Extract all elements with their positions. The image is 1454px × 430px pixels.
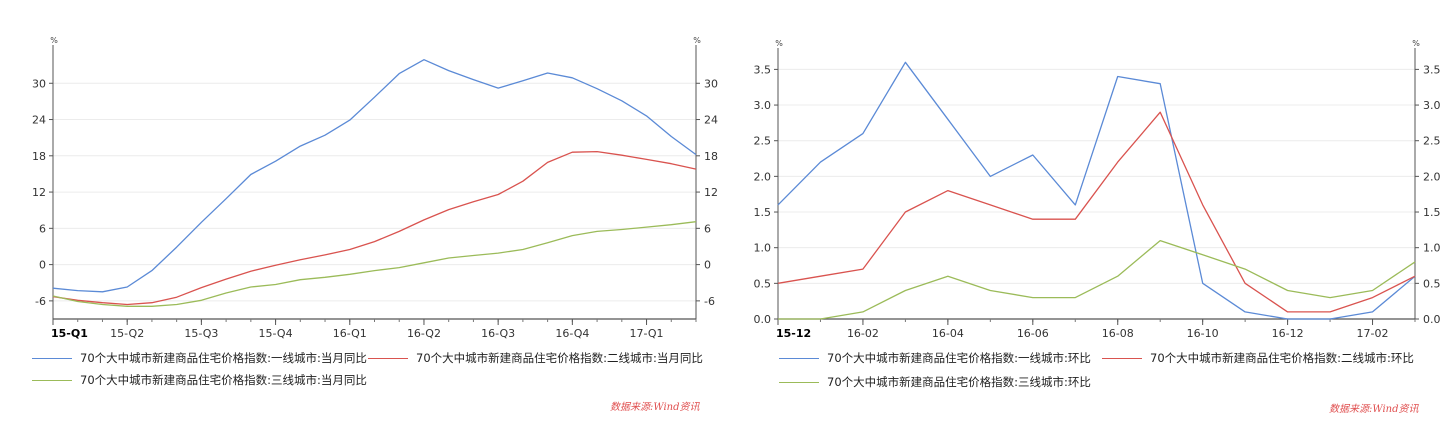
x-tick-label: 16-Q4 (555, 327, 589, 340)
legend-swatch (32, 379, 72, 381)
y-tick-label-right: 1.0 (1423, 242, 1441, 255)
legend-item-tier2-mom: 70个大中城市新建商品住宅价格指数:二线城市:环比 (1102, 350, 1414, 366)
x-tick-label: 15-Q3 (184, 327, 218, 340)
y-tick-label-right: 30 (704, 77, 718, 90)
y-tick-label-right: 3.5 (1423, 63, 1441, 76)
series-line-3 (52, 221, 697, 307)
y-tick-label-left: 0 (39, 259, 46, 272)
y-tick-label-right: 3.0 (1423, 99, 1441, 112)
y-tick-label-left: 30 (32, 77, 46, 90)
x-tick-label: 16-10 (1187, 327, 1219, 340)
line-chart-mom: % % 0.0 0.0 0.5 0.5 1.0 1.0 1.5 1.5 2.0 2.0 2.5 2.5 3.… (754, 39, 1441, 340)
y-tick-label-right: 18 (704, 150, 718, 163)
legend-label: 70个大中城市新建商品住宅价格指数:二线城市:当月同比 (416, 351, 703, 365)
legend-item-tier3-yoy: 70个大中城市新建商品住宅价格指数:三线城市:当月同比 (32, 372, 367, 388)
y-tick-label-right: 2.5 (1423, 135, 1441, 148)
x-tick-label: 15-Q4 (259, 327, 293, 340)
x-tick-label: 16-Q1 (333, 327, 367, 340)
y-tick-label-right: 0.0 (1423, 313, 1441, 326)
unit-label-right: % (1412, 39, 1420, 48)
legend-swatch (368, 357, 408, 359)
plot-area: % % 0.0 0.0 0.5 0.5 1.0 1.0 1.5 1.5 2.0 2.0 2.5 2.5 3.… (754, 39, 1441, 340)
y-tick-label-right: 1.5 (1423, 206, 1441, 219)
legend-label: 70个大中城市新建商品住宅价格指数:三线城市:环比 (827, 375, 1091, 389)
x-tick-label: 16-02 (847, 327, 879, 340)
y-tick-label-left: 0.5 (754, 277, 772, 290)
legend-swatch (32, 357, 72, 359)
series-line-2 (777, 111, 1416, 313)
chart-panel-yoy: %% -6 -6 0 0 6 6 12 12 18 18 24 24 30 30 15-Q1 15-Q2 15-Q… (32, 36, 718, 413)
x-tick-label: 16-Q3 (481, 327, 515, 340)
legend-label: 70个大中城市新建商品住宅价格指数:一线城市:当月同比 (80, 351, 367, 365)
y-tick-label-left: -6 (35, 295, 46, 308)
x-tick-label: 15-12 (776, 327, 811, 340)
unit-label-left: % (50, 36, 58, 45)
legend-item-tier1-yoy: 70个大中城市新建商品住宅价格指数:一线城市:当月同比 (32, 350, 367, 366)
y-tick-label-left: 2.5 (754, 135, 772, 148)
x-tick-label: 16-08 (1102, 327, 1134, 340)
legend-swatch (1102, 357, 1142, 359)
source-watermark: 数据来源:Wind资讯 (1329, 404, 1419, 415)
y-tick-label-right: 12 (704, 186, 718, 199)
y-tick-label-left: 6 (39, 222, 46, 235)
x-tick-label: 16-Q2 (407, 327, 441, 340)
y-tick-label-right: 24 (704, 114, 718, 127)
y-tick-label-left: 18 (32, 150, 46, 163)
y-tick-label-left: 0.0 (754, 313, 772, 326)
legend-item-tier1-mom: 70个大中城市新建商品住宅价格指数:一线城市:环比 (779, 350, 1091, 366)
x-tick-label: 16-04 (932, 327, 964, 340)
x-tick-label: 15-Q2 (110, 327, 144, 340)
series-line-1 (777, 61, 1416, 320)
unit-label-left: % (775, 39, 783, 48)
legend-label: 70个大中城市新建商品住宅价格指数:一线城市:环比 (827, 351, 1091, 365)
chart-panel-mom: %% 0.0 0.0 0.5 0.5 1.0 1.0 1.5 1.5 2.0 2.0 2.5 2.5 3.… (727, 0, 1454, 430)
y-tick-label-left: 3.0 (754, 99, 772, 112)
y-tick-label-left: 2.0 (754, 170, 772, 183)
line-chart-yoy: % % -6 -6 0 0 6 6 12 12 18 18 24 24 30 30 15-Q1 15-Q2 15-Q… (32, 36, 718, 340)
series-line-2 (52, 150, 697, 306)
series-line-1 (52, 59, 697, 293)
series-line-3 (778, 239, 1416, 320)
y-tick-label-left: 1.5 (754, 206, 772, 219)
legend-item-tier3-mom: 70个大中城市新建商品住宅价格指数:三线城市:环比 (779, 374, 1091, 390)
unit-label-right: % (693, 36, 701, 45)
x-tick-label: 16-12 (1272, 327, 1304, 340)
y-tick-label-left: 1.0 (754, 242, 772, 255)
legend-swatch (779, 357, 819, 359)
source-watermark: 数据来源:Wind资讯 (610, 402, 700, 413)
y-tick-label-right: 6 (704, 222, 711, 235)
legend-swatch (779, 381, 819, 383)
x-tick-label: 16-06 (1017, 327, 1049, 340)
x-tick-label: 17-Q1 (630, 327, 664, 340)
plot-area: % % -6 -6 0 0 6 6 12 12 18 18 24 24 30 30 15-Q1 15-Q2 15-Q… (32, 36, 718, 340)
x-tick-label: 15-Q1 (51, 327, 88, 340)
y-tick-label-right: -6 (704, 295, 715, 308)
y-tick-label-right: 0 (704, 259, 711, 272)
legend-item-tier2-yoy: 70个大中城市新建商品住宅价格指数:二线城市:当月同比 (368, 350, 703, 366)
y-tick-label-left: 3.5 (754, 63, 772, 76)
y-tick-label-right: 2.0 (1423, 170, 1441, 183)
legend-label: 70个大中城市新建商品住宅价格指数:三线城市:当月同比 (80, 373, 367, 387)
y-tick-label-left: 24 (32, 114, 46, 127)
y-tick-label-left: 12 (32, 186, 46, 199)
legend-label: 70个大中城市新建商品住宅价格指数:二线城市:环比 (1150, 351, 1414, 365)
y-tick-label-right: 0.5 (1423, 277, 1441, 290)
x-tick-label: 17-02 (1357, 327, 1389, 340)
